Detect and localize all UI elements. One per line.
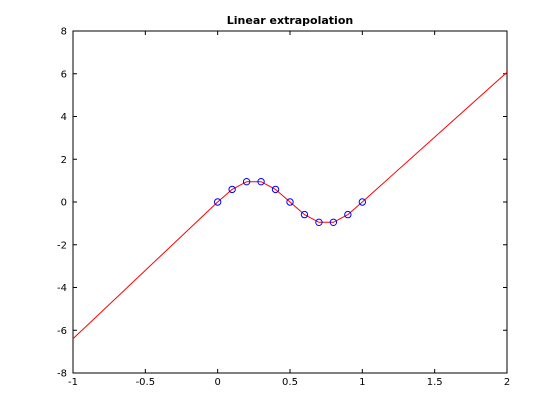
series-lines	[72, 71, 508, 340]
x-tick-label: -0.5	[136, 377, 156, 388]
y-tick-label: -4	[57, 283, 67, 294]
data-point	[242, 177, 251, 186]
data-point	[300, 210, 309, 219]
y-tick-label: -6	[57, 326, 67, 337]
data-point	[213, 198, 222, 206]
data-point	[257, 177, 265, 186]
data-point	[358, 198, 367, 206]
y-tick-label: 0	[61, 198, 67, 209]
data-point	[329, 218, 338, 227]
y-tick-label: -2	[57, 240, 67, 251]
series-line-0	[72, 71, 508, 340]
data-point	[286, 198, 294, 206]
y-tick-label: 8	[61, 27, 67, 38]
x-tick-label: 2	[504, 377, 510, 388]
y-tick-label: -8	[57, 369, 67, 380]
x-tick-label: -1	[68, 377, 78, 388]
x-tick-label: 1	[359, 377, 365, 388]
y-tick-label: 4	[61, 112, 67, 123]
x-tick-label: 0.5	[282, 377, 298, 388]
axis-tick-labels: -1 -0.5 0 0.5 1 1.5 2 -8 -6 -4 -2 0 2 4 6 8	[57, 27, 510, 389]
data-point	[228, 185, 236, 194]
axis-ticks	[72, 30, 508, 374]
data-point	[344, 210, 352, 219]
y-tick-label: 2	[61, 155, 67, 166]
x-tick-label: 0	[214, 377, 220, 388]
series-markers	[213, 177, 367, 227]
data-point	[271, 185, 280, 194]
chart-title: Linear extrapolation	[227, 14, 353, 27]
x-tick-label: 1.5	[427, 377, 443, 388]
data-point	[315, 218, 323, 227]
y-tick-label: 6	[61, 69, 67, 80]
